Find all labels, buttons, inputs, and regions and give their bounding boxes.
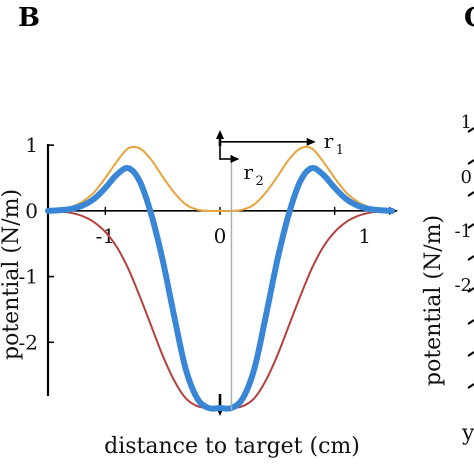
x-axis-label: distance to target (cm) xyxy=(104,434,360,459)
x-tick-label: 1 xyxy=(358,224,371,248)
cropped-series-mark xyxy=(467,287,474,293)
y-axis-label: potential (N/m) xyxy=(0,189,24,360)
cropped-y-tick-label: 0 xyxy=(461,167,472,188)
main-plot: 10-1-2-1 0 1r 2r 1 xyxy=(19,129,398,416)
cropped-series-mark xyxy=(467,127,474,133)
x-tick-label: 0 xyxy=(214,224,227,248)
r2-subscript: 2 xyxy=(255,174,263,189)
cropped-series-mark xyxy=(467,351,474,357)
cropped-series-mark xyxy=(467,191,474,197)
cropped-y-tick-label: 1 xyxy=(461,112,472,133)
r1-label: r xyxy=(324,129,334,153)
cropped-y-tick-label: -1 xyxy=(454,221,472,242)
cropped-series-mark xyxy=(467,159,474,165)
cropped-series-mark xyxy=(467,223,474,229)
x-tick-label: -1 xyxy=(96,224,115,248)
r1-subscript: 1 xyxy=(336,143,344,158)
series-line-blue xyxy=(45,164,395,412)
cropped-series-mark xyxy=(467,319,474,325)
y-tick-label: -2 xyxy=(19,330,38,354)
y-tick-label: 1 xyxy=(25,133,38,157)
panel-label-b: B xyxy=(18,3,40,33)
cropped-panel-c: potential (N/m) y 1 0 -1 -2 xyxy=(421,112,474,446)
panel-label-c: C xyxy=(464,3,474,33)
cropped-series-mark xyxy=(467,255,474,261)
cropped-y-tick-label: -2 xyxy=(454,275,472,296)
y-tick-label: -1 xyxy=(19,265,38,289)
y-tick-label: 0 xyxy=(25,199,38,223)
r2-label: r xyxy=(243,160,253,184)
cropped-x-axis-label: y xyxy=(461,421,474,446)
cropped-series-mark xyxy=(467,383,474,389)
series-line-orange xyxy=(47,145,393,212)
cropped-y-axis-label: potential (N/m) xyxy=(421,215,446,386)
